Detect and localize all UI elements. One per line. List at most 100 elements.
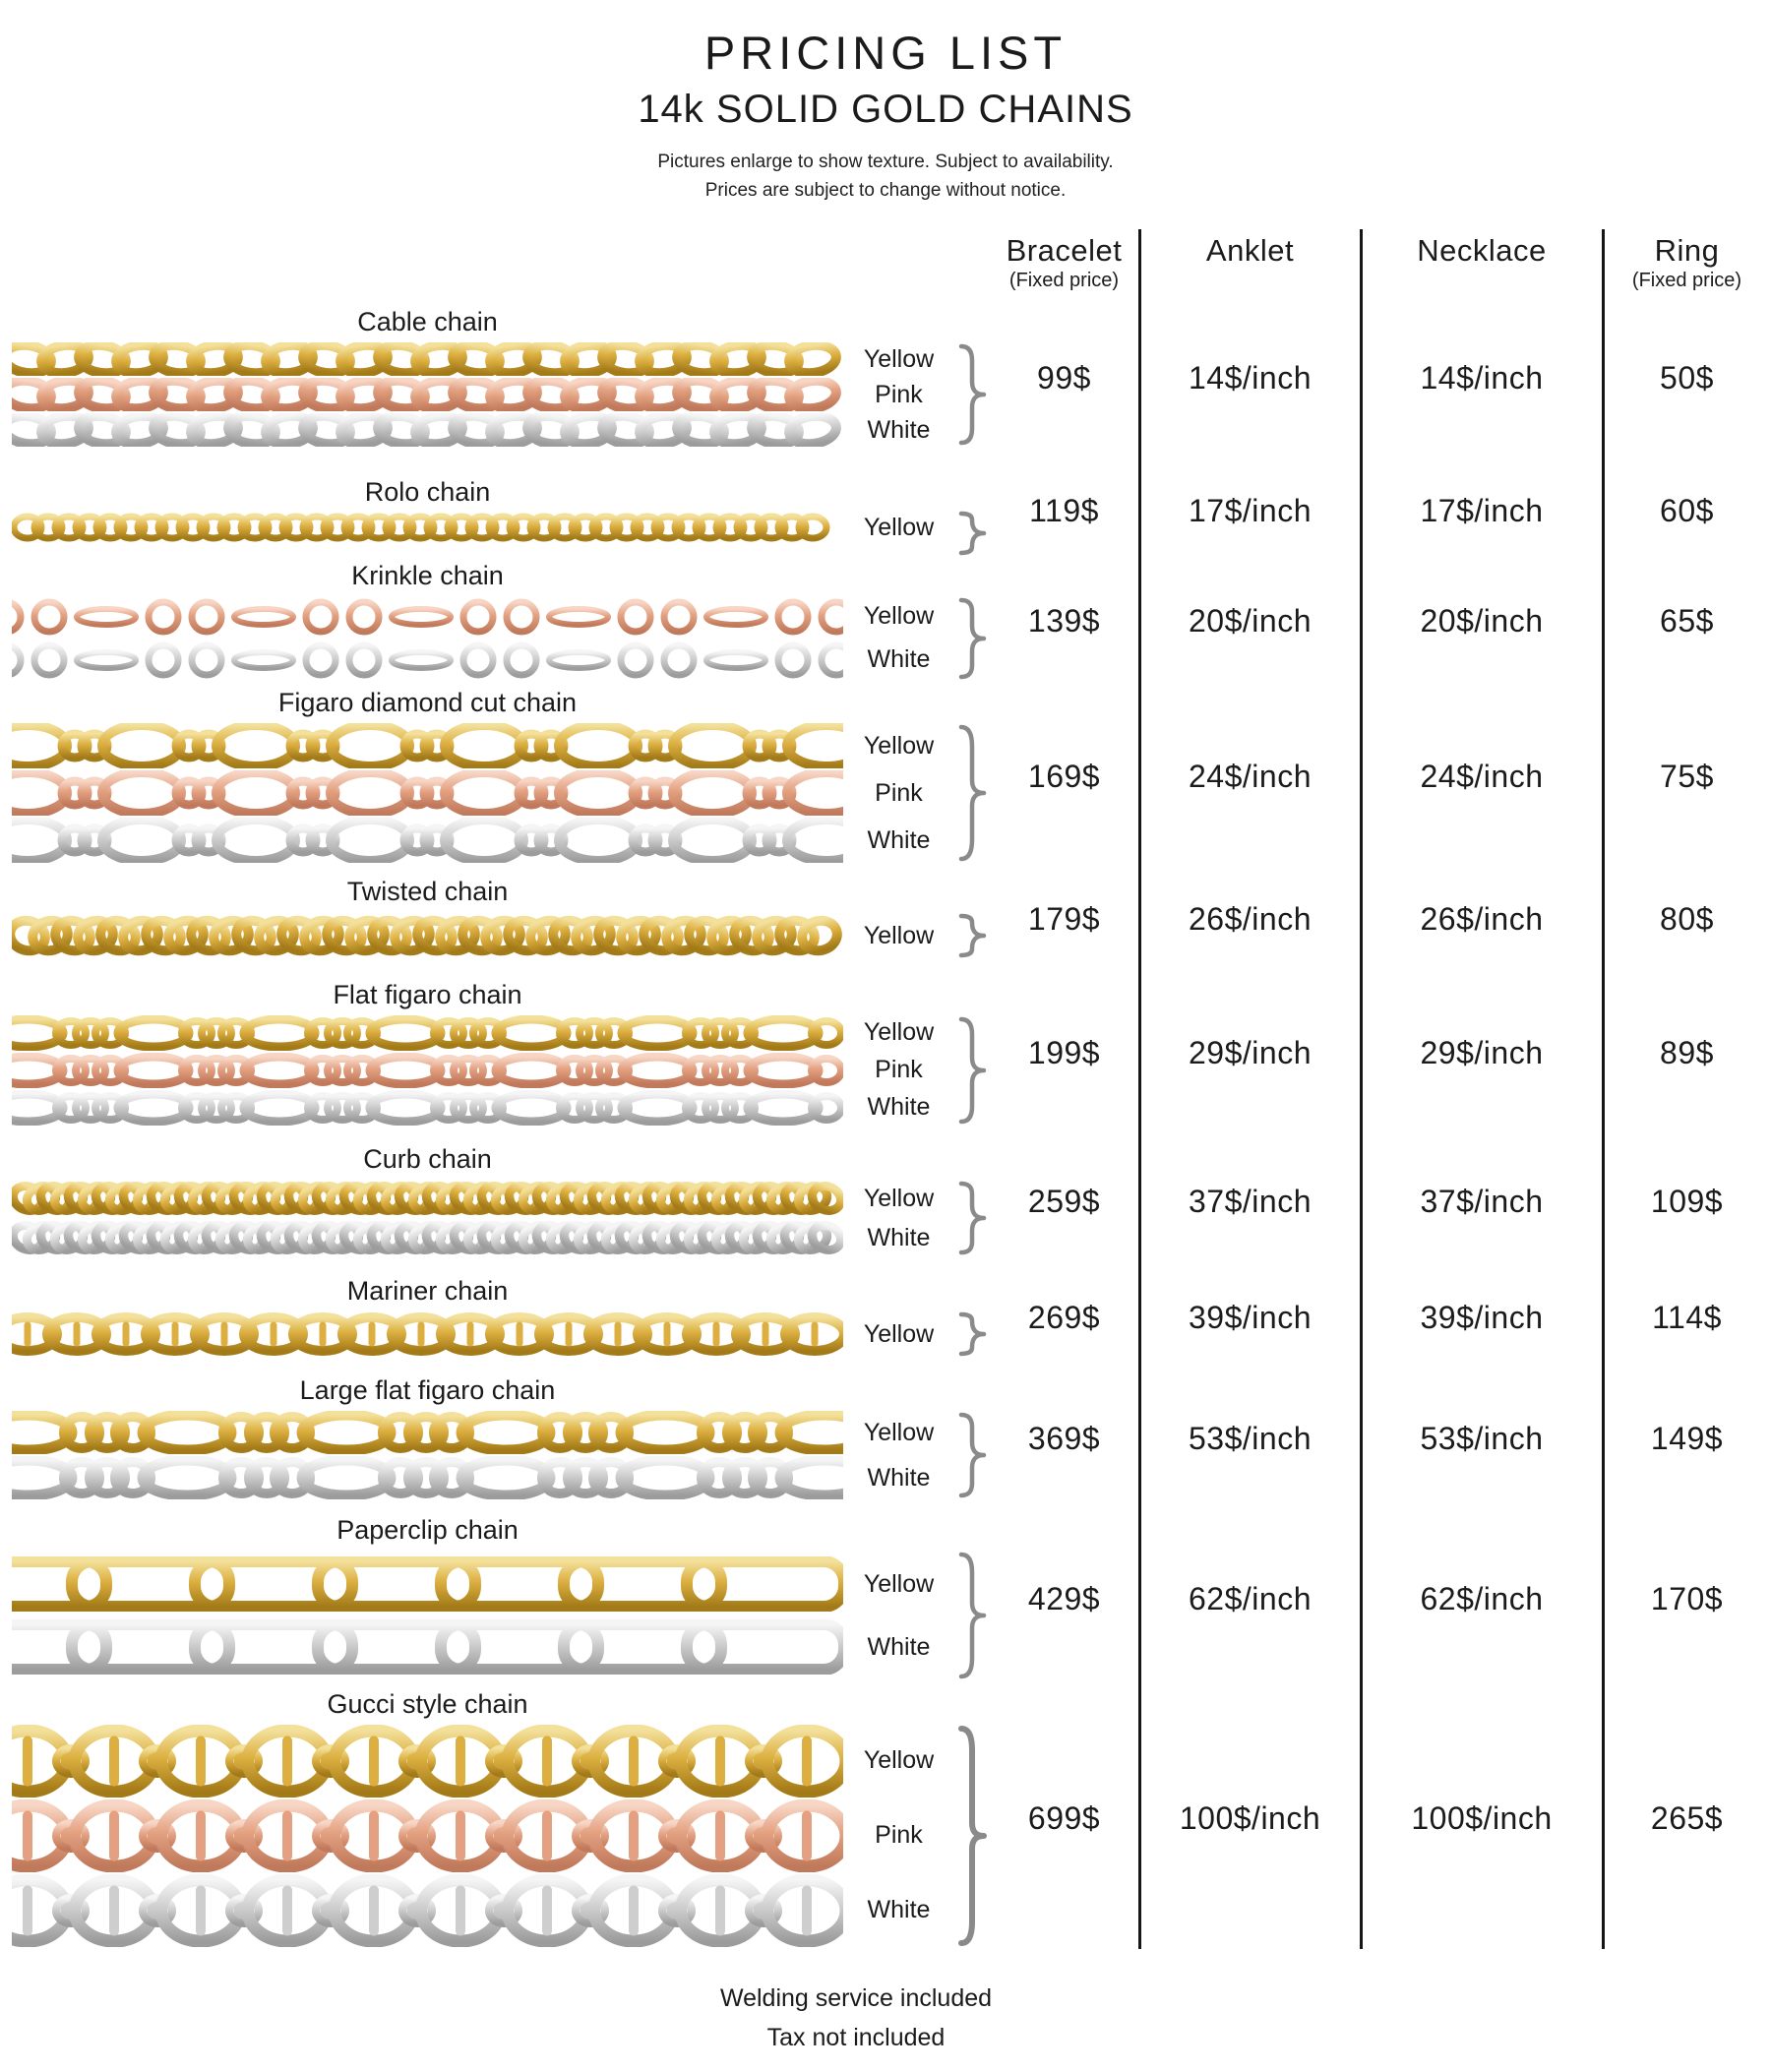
price-bracelet: 699$ (1027, 1800, 1101, 1837)
chain-image[interactable] (12, 1456, 843, 1500)
chain-variant: Pink (12, 1052, 954, 1088)
chain-variant: Pink (12, 770, 954, 817)
price-bracelet: 169$ (1027, 758, 1101, 794)
brace-icon (956, 1178, 989, 1258)
chain-variant: Yellow (12, 1311, 954, 1357)
chain-cell: Mariner chain Yellow (0, 1276, 989, 1359)
chain-image[interactable] (12, 1180, 843, 1217)
chain-row: Mariner chain Yellow 269$ 39$/inch 39$/i… (0, 1267, 1771, 1369)
chain-image[interactable] (12, 1619, 843, 1676)
chain-variant: Yellow (12, 1180, 954, 1217)
color-label: Yellow (863, 1319, 935, 1348)
note-line-2: Prices are subject to change without not… (704, 180, 1067, 202)
color-label: Yellow (863, 1018, 935, 1047)
price-bracelet: 199$ (1027, 1035, 1101, 1071)
chain-variant: White (12, 1456, 954, 1500)
chain-variants: Yellow Pink White (12, 1723, 989, 1949)
chain-image[interactable] (12, 1411, 843, 1455)
chain-variants: Yellow Pink White (12, 1013, 989, 1127)
color-label: Yellow (863, 921, 935, 949)
chain-variant: Pink (12, 1798, 954, 1872)
chain-image[interactable] (12, 1219, 843, 1256)
chain-image[interactable] (12, 1873, 843, 1947)
chain-image[interactable] (12, 513, 843, 542)
price-ring: 109$ (1650, 1183, 1724, 1219)
chain-image[interactable] (12, 1798, 843, 1872)
chain-variant: White (12, 640, 954, 681)
price-necklace: 53$/inch (1420, 1420, 1544, 1456)
color-label: Pink (875, 380, 923, 408)
price-necklace: 29$/inch (1420, 1035, 1544, 1071)
note-line-1: Pictures enlarge to show texture. Subjec… (657, 152, 1114, 172)
chain-image[interactable] (12, 1014, 843, 1051)
color-label: Yellow (863, 1418, 935, 1446)
chain-image[interactable] (12, 1724, 843, 1798)
chain-name: Mariner chain (346, 1276, 509, 1307)
price-bracelet: 119$ (1029, 492, 1099, 528)
column-header-anklet: Anklet (1205, 232, 1295, 268)
column-divider-2 (1360, 228, 1363, 1949)
column-header-bracelet: Bracelet (Fixed price) (1006, 232, 1123, 291)
brace-icon (956, 1310, 989, 1359)
chain-cell: Cable chain Yellow Pink White (0, 307, 989, 449)
chain-image[interactable] (12, 723, 843, 769)
price-necklace: 37$/inch (1420, 1183, 1544, 1219)
chain-variants: Yellow Pink White (12, 340, 989, 449)
chain-variant: White (12, 413, 954, 448)
chain-image[interactable] (12, 342, 843, 377)
column-header-necklace: Necklace (1417, 232, 1547, 268)
chain-name: Rolo chain (364, 477, 491, 508)
chain-image[interactable] (12, 413, 843, 448)
chain-cell: Twisted chain Yellow (0, 877, 989, 961)
price-anklet: 62$/inch (1189, 1580, 1312, 1616)
chain-row: Flat figaro chain Yellow Pink White 199$ 2… (0, 971, 1771, 1136)
price-anklet: 14$/inch (1189, 359, 1312, 396)
chain-row: Gucci style chain Yellow Pink White 699$ 1… (0, 1689, 1771, 1949)
chain-name: Curb chain (363, 1144, 492, 1175)
color-label: White (867, 1093, 931, 1122)
price-necklace: 100$/inch (1411, 1800, 1553, 1837)
chain-image[interactable] (12, 912, 843, 959)
chain-variant: White (12, 818, 954, 864)
price-necklace: 62$/inch (1420, 1580, 1544, 1616)
color-label: Yellow (863, 513, 935, 541)
pricing-table: Bracelet (Fixed price) Anklet Necklace R… (0, 228, 1771, 1949)
chain-image[interactable] (12, 770, 843, 817)
color-label: White (867, 1463, 931, 1492)
color-label: White (867, 1896, 931, 1924)
chain-name: Paperclip chain (336, 1515, 519, 1546)
chain-image[interactable] (12, 596, 843, 638)
brace-icon (956, 1549, 989, 1682)
color-label: Yellow (863, 344, 935, 373)
color-label: Yellow (863, 1569, 935, 1598)
price-anklet: 20$/inch (1189, 603, 1312, 640)
chain-variant: Yellow (12, 596, 954, 638)
footer: Welding service included Tax not include… (0, 1979, 1712, 2057)
price-bracelet: 429$ (1027, 1580, 1101, 1616)
chain-variant: Yellow (12, 513, 954, 542)
chain-image[interactable] (12, 1311, 843, 1357)
brace-icon (956, 721, 989, 865)
footer-line-1: Welding service included (719, 1983, 993, 2012)
notes: Pictures enlarge to show texture. Subjec… (0, 148, 1771, 206)
price-necklace: 14$/inch (1420, 359, 1544, 396)
chain-image[interactable] (12, 818, 843, 864)
chain-variant: Yellow (12, 1411, 954, 1455)
brace-icon (956, 340, 989, 449)
price-ring: 60$ (1660, 492, 1714, 528)
chain-cell: Curb chain Yellow White (0, 1144, 989, 1258)
page-subtitle: 14k SOLID GOLD CHAINS (638, 88, 1133, 131)
chain-variant: Yellow (12, 912, 954, 959)
chain-image[interactable] (12, 1556, 843, 1613)
brace-icon (956, 594, 989, 683)
chain-image[interactable] (12, 640, 843, 681)
chain-row: Figaro diamond cut chain Yellow Pink White… (0, 686, 1771, 868)
price-bracelet: 139$ (1027, 603, 1101, 640)
chain-rows: Cable chain Yellow Pink White 99$ 14$/inch… (0, 292, 1771, 1949)
chain-variant: Yellow (12, 723, 954, 769)
color-label: White (867, 1223, 931, 1251)
chain-image[interactable] (12, 1052, 843, 1088)
chain-image[interactable] (12, 1089, 843, 1126)
brace-icon (956, 511, 989, 556)
chain-image[interactable] (12, 378, 843, 412)
